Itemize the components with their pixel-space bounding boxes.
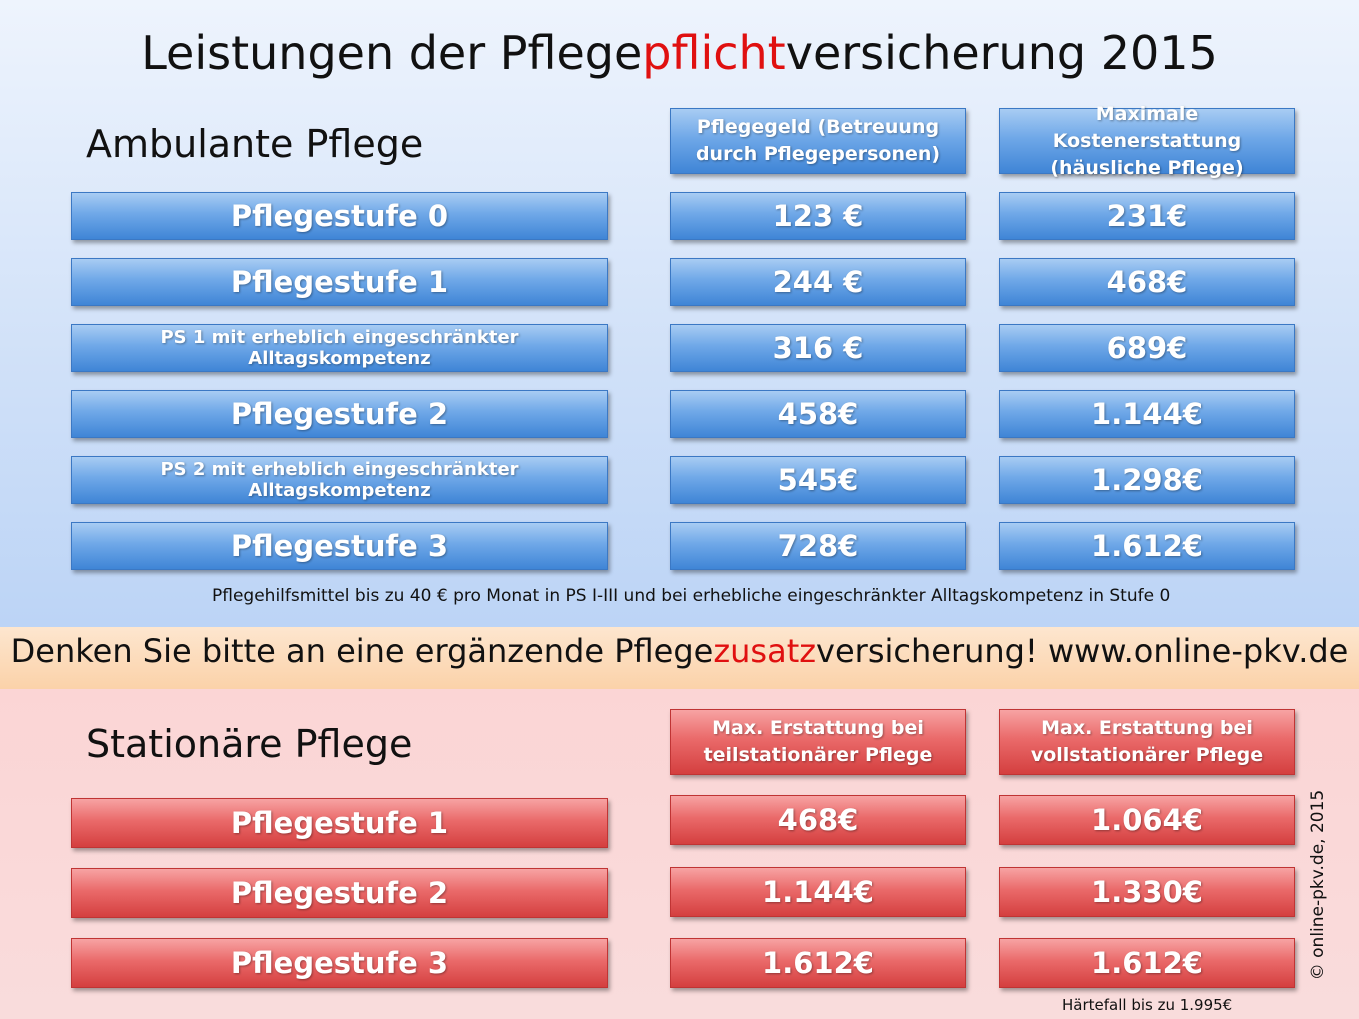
stationaer-teil-value: 1.612€ [670,938,966,988]
banner-pre: Denken Sie bitte an eine ergänzende Pfle… [10,632,714,670]
haertefall-note: Härtefall bis zu 1.995€ [1062,996,1233,1014]
title-accent: pflicht [642,26,786,80]
stationaer-voll-value: 1.330€ [999,867,1295,917]
stationaer-teil-value: 1.144€ [670,867,966,917]
ambulant-row-label: Pflegestufe 0 [71,192,608,240]
ambulant-pflegegeld-value: 728€ [670,522,966,570]
title-pre: Leistungen der Pflege [141,26,643,80]
ambulant-kosten-value: 1.144€ [999,390,1295,438]
title-post: versicherung 2015 [785,26,1218,80]
banner-post: versicherung! www.online-pkv.de [816,632,1349,670]
ambulant-kosten-value: 468€ [999,258,1295,306]
advertisement-banner: Denken Sie bitte an eine ergänzende Pfle… [0,632,1359,670]
ambulant-kosten-value: 689€ [999,324,1295,372]
stationaer-row-label: Pflegestufe 3 [71,938,608,988]
ambulant-col2-header: Maximale Kostenerstattung (häusliche Pfl… [999,103,1295,179]
ambulant-pflegegeld-value: 316 € [670,324,966,372]
stationaer-teil-value: 468€ [670,795,966,845]
ambulant-row-label: PS 2 mit erheblich eingeschränkter Allta… [71,456,608,504]
stationaer-voll-value: 1.064€ [999,795,1295,845]
ambulant-kosten-value: 1.298€ [999,456,1295,504]
stationaer-row-label: Pflegestufe 1 [71,798,608,848]
ambulant-row-label: PS 1 mit erheblich eingeschränkter Allta… [71,324,608,372]
copyright-text: © online-pkv.de, 2015 [1308,789,1328,981]
ambulant-kosten-value: 231€ [999,192,1295,240]
ambulant-pflegegeld-value: 244 € [670,258,966,306]
ambulant-row-label: Pflegestufe 1 [71,258,608,306]
ambulant-pflegegeld-value: 545€ [670,456,966,504]
ambulant-heading: Ambulante Pflege [86,122,424,166]
ambulant-kosten-value: 1.612€ [999,522,1295,570]
stationaer-row-label: Pflegestufe 2 [71,868,608,918]
stationaer-col2-header: Max. Erstattung bei vollstationärer Pfle… [999,709,1295,775]
ambulant-pflegegeld-value: 123 € [670,192,966,240]
banner-accent: zusatz [713,632,817,670]
stationaer-col1-header: Max. Erstattung bei teilstationärer Pfle… [670,709,966,775]
page-title: Leistungen der Pflegepflichtversicherung… [0,26,1359,80]
ambulant-pflegegeld-value: 458€ [670,390,966,438]
ambulant-note: Pflegehilfsmittel bis zu 40 € pro Monat … [212,586,1171,606]
ambulant-row-label: Pflegestufe 3 [71,522,608,570]
stationaer-voll-value: 1.612€ [999,938,1295,988]
ambulant-col1-header: Pflegegeld (Betreuung durch Pflegeperson… [670,108,966,174]
ambulant-row-label: Pflegestufe 2 [71,390,608,438]
stationaer-heading: Stationäre Pflege [86,722,413,766]
banner-background [0,627,1359,689]
